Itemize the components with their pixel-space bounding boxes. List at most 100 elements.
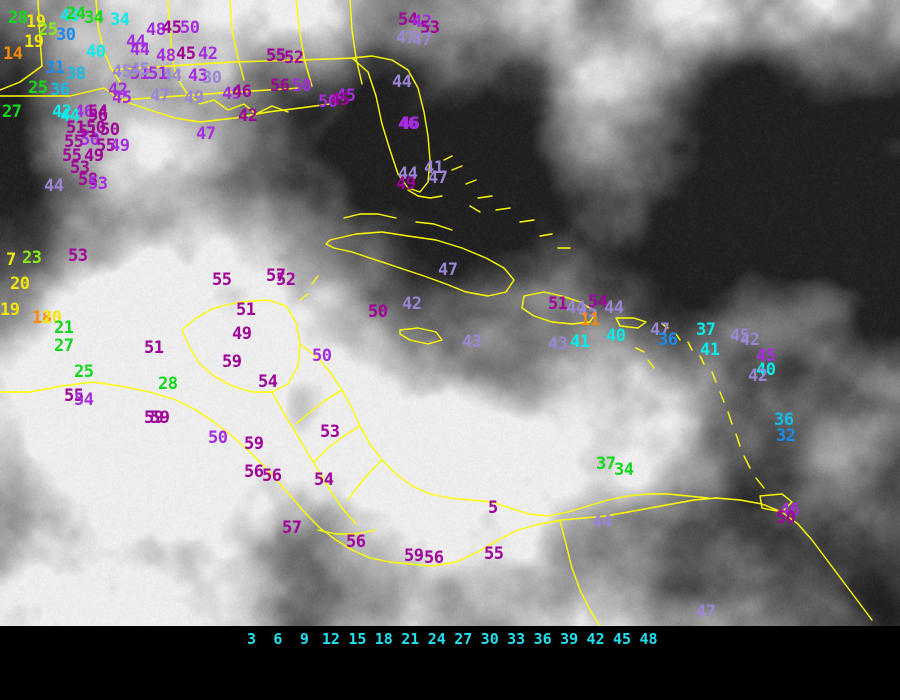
coastline-path bbox=[299, 343, 493, 503]
colorbar-tick-42: 42 bbox=[586, 630, 605, 648]
station-pwv-value: 31 bbox=[45, 58, 65, 78]
coastline-path bbox=[343, 213, 397, 219]
coastline-path bbox=[317, 529, 377, 535]
station-pwv-value: 40 bbox=[86, 42, 106, 62]
coastline-path bbox=[181, 299, 301, 393]
colorbar-tick-3: 3 bbox=[246, 630, 256, 648]
station-pwv-value: 55 bbox=[64, 386, 84, 406]
station-pwv-value: 47 bbox=[438, 260, 458, 280]
station-pwv-value: 19 bbox=[0, 300, 20, 320]
station-pwv-value: 51 bbox=[548, 294, 568, 314]
coastline-path bbox=[0, 381, 411, 565]
station-pwv-value: 20 bbox=[10, 274, 30, 294]
station-pwv-value: 47 bbox=[412, 30, 432, 50]
coastline-path bbox=[347, 459, 383, 501]
station-pwv-value: 59 bbox=[244, 434, 264, 454]
coastline-path bbox=[521, 291, 597, 325]
station-pwv-value: 32 bbox=[776, 426, 796, 446]
colorbar-tick-18: 18 bbox=[374, 630, 393, 648]
station-pwv-value: 42 bbox=[412, 12, 432, 32]
station-pwv-value: 43 bbox=[188, 66, 208, 86]
station-pwv-value: 55 bbox=[64, 132, 84, 152]
station-pwv-value: 56 bbox=[346, 532, 366, 552]
station-pwv-value: 36 bbox=[658, 330, 678, 350]
station-pwv-value: 50 bbox=[208, 428, 228, 448]
station-pwv-value: 59 bbox=[150, 408, 170, 428]
station-pwv-value: 44 bbox=[60, 106, 80, 126]
station-pwv-value: 49 bbox=[396, 174, 416, 194]
station-pwv-value: 45 bbox=[112, 88, 132, 108]
station-pwv-value: 41 bbox=[700, 340, 720, 360]
station-pwv-value: 25 bbox=[38, 20, 58, 40]
coastline-path bbox=[443, 155, 511, 213]
station-pwv-value: 44 bbox=[130, 40, 150, 60]
station-pwv-value: 53 bbox=[68, 246, 88, 266]
station-pwv-value: 51 bbox=[78, 122, 98, 142]
station-pwv-value: 34 bbox=[84, 8, 104, 28]
station-pwv-value: 51 bbox=[130, 64, 150, 84]
station-pwv-value: 44 bbox=[592, 512, 612, 532]
coastline-overlay bbox=[0, 0, 873, 626]
station-pwv-value: 47 bbox=[150, 86, 170, 106]
coastline-path bbox=[111, 57, 357, 71]
station-pwv-value: 54 bbox=[74, 390, 94, 410]
station-pwv-value: 50 bbox=[80, 130, 100, 150]
station-pwv-value: 45 bbox=[162, 18, 182, 38]
station-pwv-value: 59 bbox=[404, 546, 424, 566]
station-pwv-value: 38 bbox=[66, 64, 86, 84]
station-pwv-value: 46 bbox=[74, 102, 94, 122]
station-pwv-value: 49 bbox=[84, 146, 104, 166]
coastline-path bbox=[615, 317, 647, 329]
station-pwv-value: 56 bbox=[270, 76, 290, 96]
station-pwv-value: 53 bbox=[420, 18, 440, 38]
station-pwv-value: 49 bbox=[110, 136, 130, 156]
station-pwv-value: 27 bbox=[54, 336, 74, 356]
station-pwv-value: 47 bbox=[650, 320, 670, 340]
station-pwv-value: 36 bbox=[50, 80, 70, 100]
station-pwv-value: 45 bbox=[130, 60, 150, 80]
coastline-path bbox=[229, 0, 245, 81]
station-pwv-value: 49 bbox=[232, 324, 252, 344]
station-pwv-value: 25 bbox=[28, 78, 48, 98]
colorbar-tick-45: 45 bbox=[613, 630, 632, 648]
station-pwv-value: 42 bbox=[748, 366, 768, 386]
station-pwv-value: 45 bbox=[578, 302, 598, 322]
coastline-path bbox=[0, 87, 331, 123]
station-pwv-value: 41 bbox=[570, 332, 590, 352]
station-pwv-value: 7 bbox=[6, 250, 16, 270]
station-pwv-value: 58 bbox=[78, 170, 98, 190]
station-pwv-value: 42 bbox=[198, 44, 218, 64]
station-pwv-value: 48 bbox=[146, 20, 166, 40]
station-pwv-value: 56 bbox=[244, 462, 264, 482]
station-pwv-value: 27 bbox=[2, 102, 22, 122]
station-pwv-value: 47 bbox=[696, 602, 716, 622]
station-pwv-value: 37 bbox=[696, 320, 716, 340]
station-pwv-value: 14 bbox=[3, 44, 23, 64]
station-pwv-value: 44 bbox=[398, 164, 418, 184]
station-pwv-value: 30 bbox=[56, 25, 76, 45]
station-pwv-value: 50 bbox=[318, 92, 338, 112]
station-pwv-value: 42 bbox=[740, 330, 760, 350]
station-pwv-value: 42 bbox=[238, 106, 258, 126]
station-pwv-value: 40 bbox=[60, 6, 80, 26]
station-pwv-value: 44 bbox=[604, 298, 624, 318]
station-pwv-value: 25 bbox=[74, 362, 94, 382]
station-pwv-value: 56 bbox=[88, 106, 108, 126]
coastline-path bbox=[313, 425, 361, 463]
colorbar-tick-24: 24 bbox=[427, 630, 446, 648]
colorbar-tick-12: 12 bbox=[321, 630, 340, 648]
station-pwv-value: 34 bbox=[614, 460, 634, 480]
station-pwv-value: 37 bbox=[596, 454, 616, 474]
station-pwv-value: 46 bbox=[398, 114, 418, 134]
station-pwv-value: 50 bbox=[100, 120, 120, 140]
coastline-path bbox=[299, 275, 319, 301]
station-pwv-value: 55 bbox=[96, 136, 116, 156]
station-pwv-value: 45 bbox=[176, 44, 196, 64]
station-pwv-value: 54 bbox=[88, 102, 108, 122]
station-pwv-value: 54 bbox=[588, 292, 608, 312]
colorbar-tick-33: 33 bbox=[507, 630, 526, 648]
coastline-path bbox=[351, 55, 431, 193]
coastline-path bbox=[715, 497, 873, 621]
station-pwv-value: 20 bbox=[42, 308, 62, 328]
